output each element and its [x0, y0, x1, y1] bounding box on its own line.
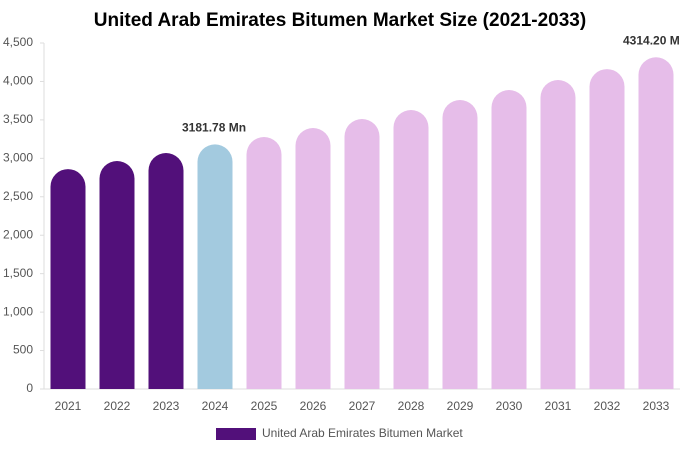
value-label: 4314.20 Mn — [623, 33, 680, 47]
bar — [295, 128, 331, 389]
x-tick-label: 2023 — [153, 399, 180, 413]
value-label: 3181.78 Mn — [182, 121, 246, 135]
legend-swatch — [216, 428, 256, 440]
x-tick-label: 2031 — [545, 399, 572, 413]
y-tick-label: 3,500 — [3, 112, 33, 126]
bar — [50, 169, 86, 389]
bar — [148, 153, 184, 389]
bar — [99, 161, 135, 389]
x-tick-label: 2024 — [202, 399, 229, 413]
bar — [442, 100, 478, 389]
y-tick-label: 4,000 — [3, 74, 33, 88]
x-tick-label: 2033 — [643, 399, 670, 413]
x-tick-label: 2022 — [104, 399, 131, 413]
x-tick-label: 2028 — [398, 399, 425, 413]
x-tick-label: 2029 — [447, 399, 474, 413]
y-tick-label: 4,500 — [3, 35, 33, 49]
x-tick-label: 2021 — [55, 399, 82, 413]
bar — [197, 144, 233, 389]
bar — [638, 57, 674, 390]
chart-title: United Arab Emirates Bitumen Market Size… — [94, 10, 586, 31]
x-tick-label: 2032 — [594, 399, 621, 413]
y-tick-label: 0 — [26, 381, 33, 395]
y-tick-label: 500 — [13, 343, 33, 357]
bar — [491, 90, 527, 389]
bar — [540, 80, 576, 389]
y-tick-label: 2,500 — [3, 189, 33, 203]
bar — [393, 110, 429, 389]
x-tick-label: 2027 — [349, 399, 376, 413]
y-tick-label: 1,000 — [3, 304, 33, 318]
bar — [344, 119, 380, 390]
x-tick-label: 2025 — [251, 399, 278, 413]
legend-label: United Arab Emirates Bitumen Market — [262, 426, 463, 440]
y-tick-label: 3,000 — [3, 151, 33, 165]
y-tick-label: 1,500 — [3, 266, 33, 280]
y-tick-label: 2,000 — [3, 227, 33, 241]
x-tick-label: 2026 — [300, 399, 327, 413]
bar — [589, 69, 625, 389]
bar — [246, 137, 282, 389]
x-tick-label: 2030 — [496, 399, 523, 413]
